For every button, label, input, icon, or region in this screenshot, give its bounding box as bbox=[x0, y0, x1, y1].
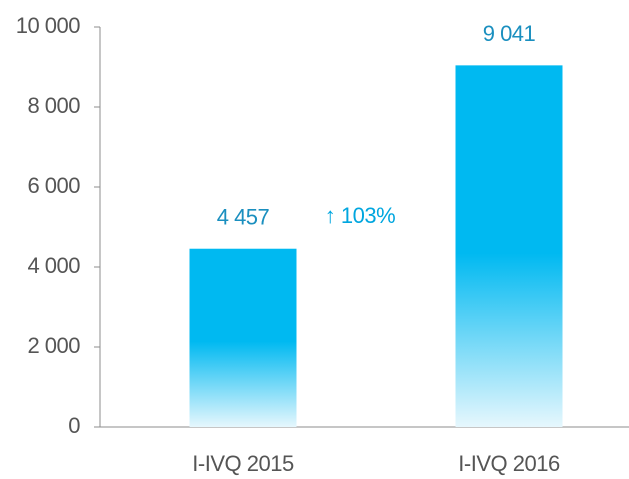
x-tick-label: I-IVQ 2016 bbox=[458, 451, 560, 476]
bar bbox=[189, 248, 297, 427]
x-tick-label: I-IVQ 2015 bbox=[192, 451, 294, 476]
y-tick-label: 10 000 bbox=[16, 13, 81, 38]
y-tick-label: 8 000 bbox=[27, 93, 80, 118]
y-tick-label: 6 000 bbox=[27, 173, 80, 198]
y-tick-label: 0 bbox=[68, 413, 80, 438]
y-tick-label: 4 000 bbox=[27, 253, 80, 278]
value-label: 4 457 bbox=[217, 205, 270, 230]
annotation: ↑ 103% bbox=[325, 203, 395, 228]
bar bbox=[455, 65, 563, 428]
y-tick-label: 2 000 bbox=[27, 333, 80, 358]
value-label: 9 041 bbox=[483, 21, 536, 46]
